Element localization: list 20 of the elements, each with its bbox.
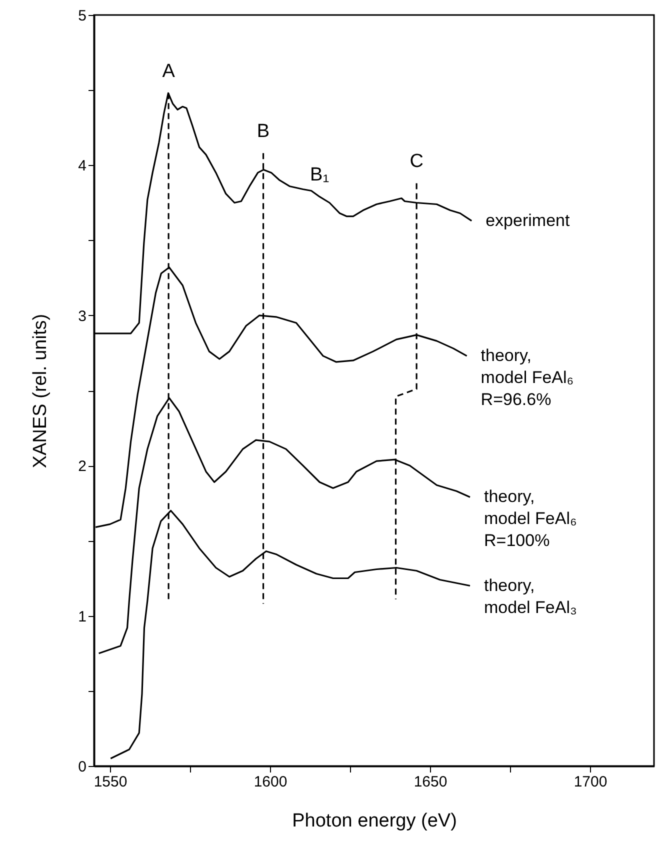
y-tick-label: 0 [78, 758, 86, 776]
y-axis-title: XANES (rel. units) [30, 314, 52, 468]
x-tick-label: 1550 [94, 774, 128, 790]
y-tick-label: 2 [78, 458, 86, 476]
y-tick-label: 4 [78, 158, 86, 175]
series-label: theory, model FeAl₆ R=96.6% [480, 346, 574, 409]
annotation: B [256, 121, 270, 142]
series-label: theory, model FeAl₆ R=100% [484, 487, 577, 550]
x-tick-label: 1650 [414, 774, 448, 790]
x-axis-title: Photon energy (eV) [292, 810, 457, 832]
annotation: A [162, 61, 176, 82]
annotation: C [410, 151, 424, 172]
series-label: theory, model FeAl₃ [484, 576, 577, 617]
x-tick-label: 1600 [254, 774, 288, 790]
y-tick-label: 1 [78, 608, 86, 626]
series-label: experiment [486, 210, 570, 230]
y-tick-label: 5 [78, 8, 86, 24]
x-tick-label: 1700 [574, 774, 608, 790]
y-tick-label: 3 [78, 308, 86, 325]
annotation: B₁ [310, 164, 330, 186]
